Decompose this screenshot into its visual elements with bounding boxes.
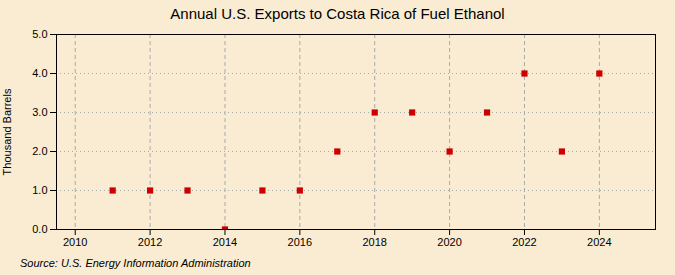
svg-text:2018: 2018	[362, 236, 386, 248]
svg-text:2.0: 2.0	[32, 145, 47, 157]
svg-text:4.0: 4.0	[32, 67, 47, 79]
svg-text:Thousand Barrels: Thousand Barrels	[1, 88, 13, 175]
svg-text:1.0: 1.0	[32, 184, 47, 196]
svg-text:2020: 2020	[437, 236, 461, 248]
html-text:Annual U.S. Exports to Costa R: Annual U.S. Exports to Costa Rica of Fue…	[170, 5, 505, 22]
html-text:Source: U.S. Energy Informatio: Source: U.S. Energy Information Administ…	[20, 257, 251, 269]
svg-text:2014: 2014	[213, 236, 237, 248]
svg-text:2024: 2024	[587, 236, 611, 248]
svg-text:5.0: 5.0	[32, 28, 47, 40]
svg-text:2012: 2012	[138, 236, 162, 248]
svg-text:2016: 2016	[288, 236, 312, 248]
svg-text:2022: 2022	[512, 236, 536, 248]
svg-text:2010: 2010	[63, 236, 87, 248]
svg-text:0.0: 0.0	[32, 223, 47, 235]
svg-text:3.0: 3.0	[32, 106, 47, 118]
